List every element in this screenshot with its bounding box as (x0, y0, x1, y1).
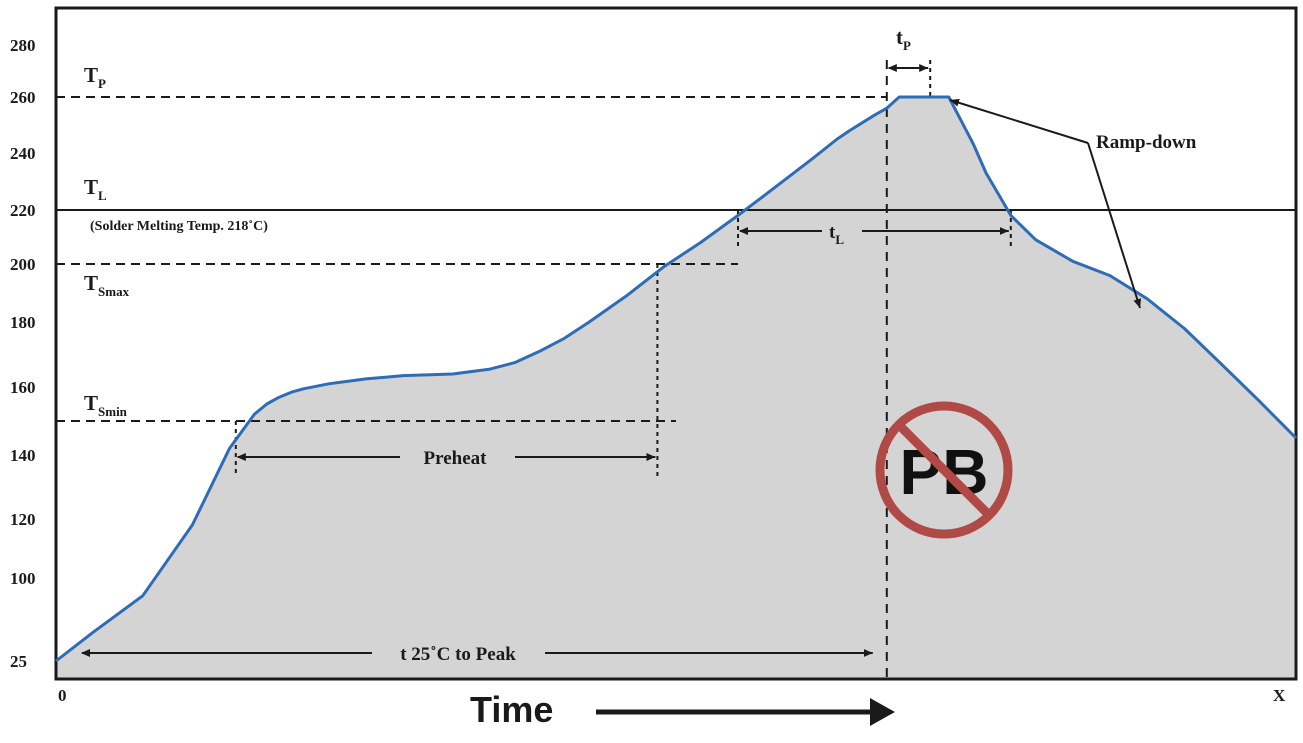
pb-badge-circle (875, 401, 1013, 539)
t25-to-peak-label: t 25˚C to Peak (400, 644, 516, 665)
ramp-down-label: Ramp-down (1096, 132, 1197, 153)
y-tick-label: 260 (10, 88, 36, 107)
ramp-down-arrow-top (949, 98, 1089, 144)
time-arrow-head (870, 698, 895, 726)
preheat-label: Preheat (424, 448, 488, 469)
ramp-down-arrow-bottom (1087, 142, 1142, 309)
tp-level-label: TP (84, 63, 106, 91)
plot-frame (54, 6, 1298, 681)
y-tick-label: 280 (10, 36, 36, 55)
y-tick-label: 160 (10, 378, 36, 397)
profile-area-fill (56, 97, 1296, 679)
y-tick-label: 120 (10, 510, 36, 529)
x-axis-end-label: X (1273, 686, 1286, 705)
tp-span-label: tP (896, 25, 911, 53)
y-tick-label: 220 (10, 201, 36, 220)
y-tick-label: 100 (10, 569, 36, 588)
y-tick-label: 140 (10, 446, 36, 465)
y-tick-label: 180 (10, 313, 36, 332)
pb-badge-slash (896, 422, 992, 518)
y-tick-label: 25 (10, 652, 27, 671)
y-tick-label: 200 (10, 255, 36, 274)
y-tick-label: 240 (10, 144, 36, 163)
tl-level-label: TL (84, 175, 107, 203)
x-axis-start-label: 0 (58, 686, 67, 705)
profile-line (55, 95, 1298, 663)
solder-melting-note: (Solder Melting Temp. 218˚C) (90, 219, 268, 234)
x-axis-label: Time (470, 689, 553, 730)
tsmax-level-label: TSmax (84, 271, 130, 299)
tsmin-level-label: TSmin (84, 391, 128, 419)
